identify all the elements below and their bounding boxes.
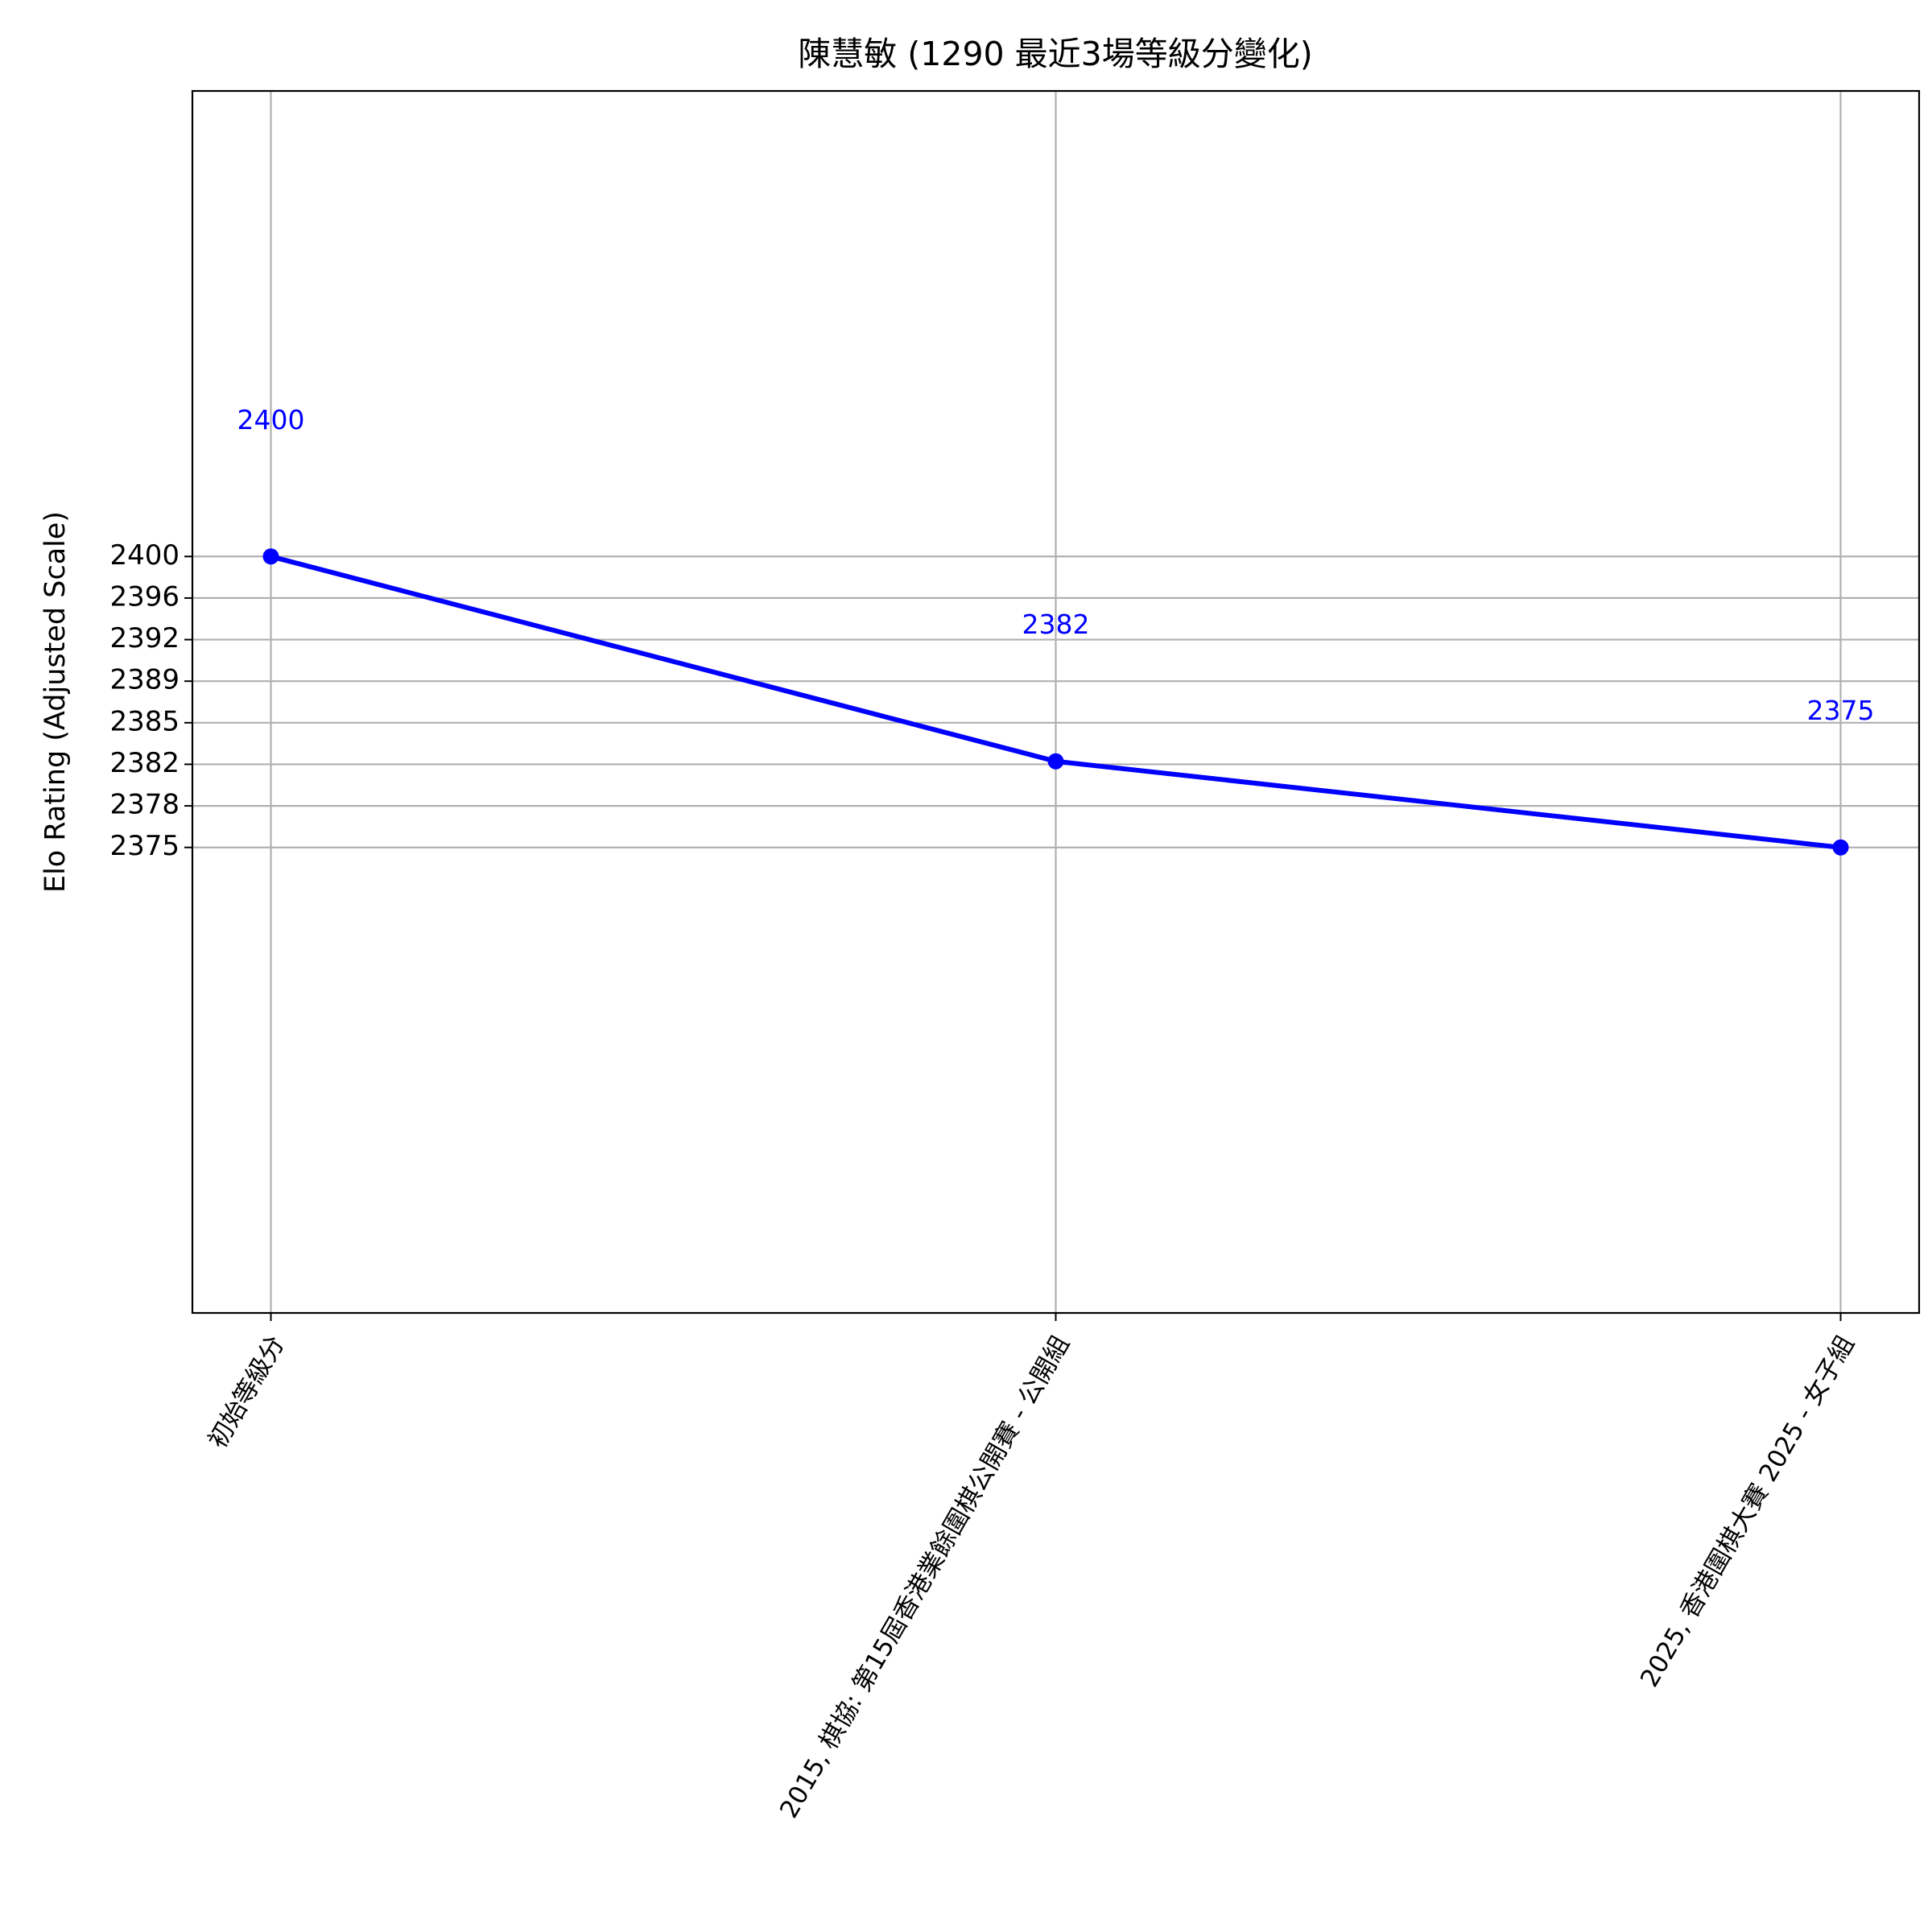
- y-axis-label: Elo Rating (Adjusted Scale): [39, 511, 72, 893]
- chart-title: 陳慧敏 (1290 最近3場等級分變化): [798, 35, 1312, 73]
- y-tick-label: 2392: [109, 622, 180, 654]
- plot-frame: [191, 89, 1921, 1315]
- point: [262, 548, 279, 565]
- data-label: 2375: [1807, 695, 1875, 726]
- y-tick-label: 2382: [109, 747, 180, 779]
- y-tick-label: 2385: [109, 705, 180, 737]
- point: [1047, 753, 1064, 770]
- y-tick-label: 2400: [109, 539, 180, 572]
- y-tick-label: 2389: [109, 664, 180, 696]
- y-tick-label: 2396: [109, 580, 180, 613]
- point: [1832, 839, 1849, 856]
- data-label: 2382: [1022, 609, 1090, 640]
- data-label: 2400: [237, 404, 305, 436]
- y-tick-label: 2378: [109, 789, 180, 821]
- y-tick-label: 2375: [109, 830, 180, 862]
